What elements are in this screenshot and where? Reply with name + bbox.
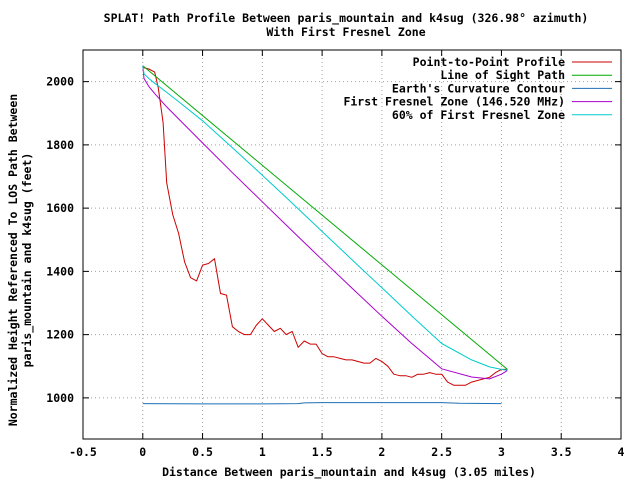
legend-label: Earth's Curvature Contour — [392, 81, 565, 95]
x-tick-label: 2.5 — [431, 445, 452, 459]
chart-subtitle: With First Fresnel Zone — [266, 25, 425, 39]
x-tick-label: -0.5 — [69, 445, 97, 459]
legend-label: First Fresnel Zone (146.520 MHz) — [343, 95, 565, 109]
legend-label: 60% of First Fresnel Zone — [392, 108, 565, 122]
x-tick-label: 3 — [498, 445, 505, 459]
x-tick-label: 4 — [618, 445, 625, 459]
y-tick-label: 1000 — [46, 391, 74, 405]
x-tick-label: 0 — [139, 445, 146, 459]
axis-ticks: -0.5 0 0.5 1 1.5 2 2.5 3 3.5 4 1000 1200 1400 1600 180… — [46, 50, 625, 459]
x-tick-label: 0.5 — [192, 445, 213, 459]
x-axis-label: Distance Between paris_mountain and k4su… — [162, 465, 536, 480]
plot-series — [142, 65, 508, 405]
y-tick-label: 1600 — [46, 201, 74, 215]
plot-frame — [82, 49, 622, 440]
x-tick-label: 1 — [259, 445, 266, 459]
y-axis-label-line-1: Normalized Height Referenced To LOS Path… — [6, 94, 20, 426]
legend-label: Line of Sight Path — [440, 68, 565, 82]
series-line-1 — [142, 65, 508, 370]
y-tick-label: 1200 — [46, 328, 74, 342]
x-tick-label: 2 — [378, 445, 385, 459]
chart-title: SPLAT! Path Profile Between paris_mounta… — [104, 11, 589, 26]
series-line-4 — [142, 65, 508, 371]
series-line-2 — [142, 402, 502, 405]
y-axis-label-line-2: paris_mountain and k4sug (feet) — [20, 153, 35, 368]
legend-label: Point-to-Point Profile — [413, 55, 565, 69]
y-tick-label: 1800 — [46, 138, 74, 152]
x-tick-label: 1.5 — [312, 445, 333, 459]
series-line-0 — [142, 66, 508, 386]
x-tick-label: 3.5 — [551, 445, 572, 459]
y-tick-label: 2000 — [46, 75, 74, 89]
series-line-3 — [142, 65, 508, 380]
y-tick-label: 1400 — [46, 264, 74, 278]
